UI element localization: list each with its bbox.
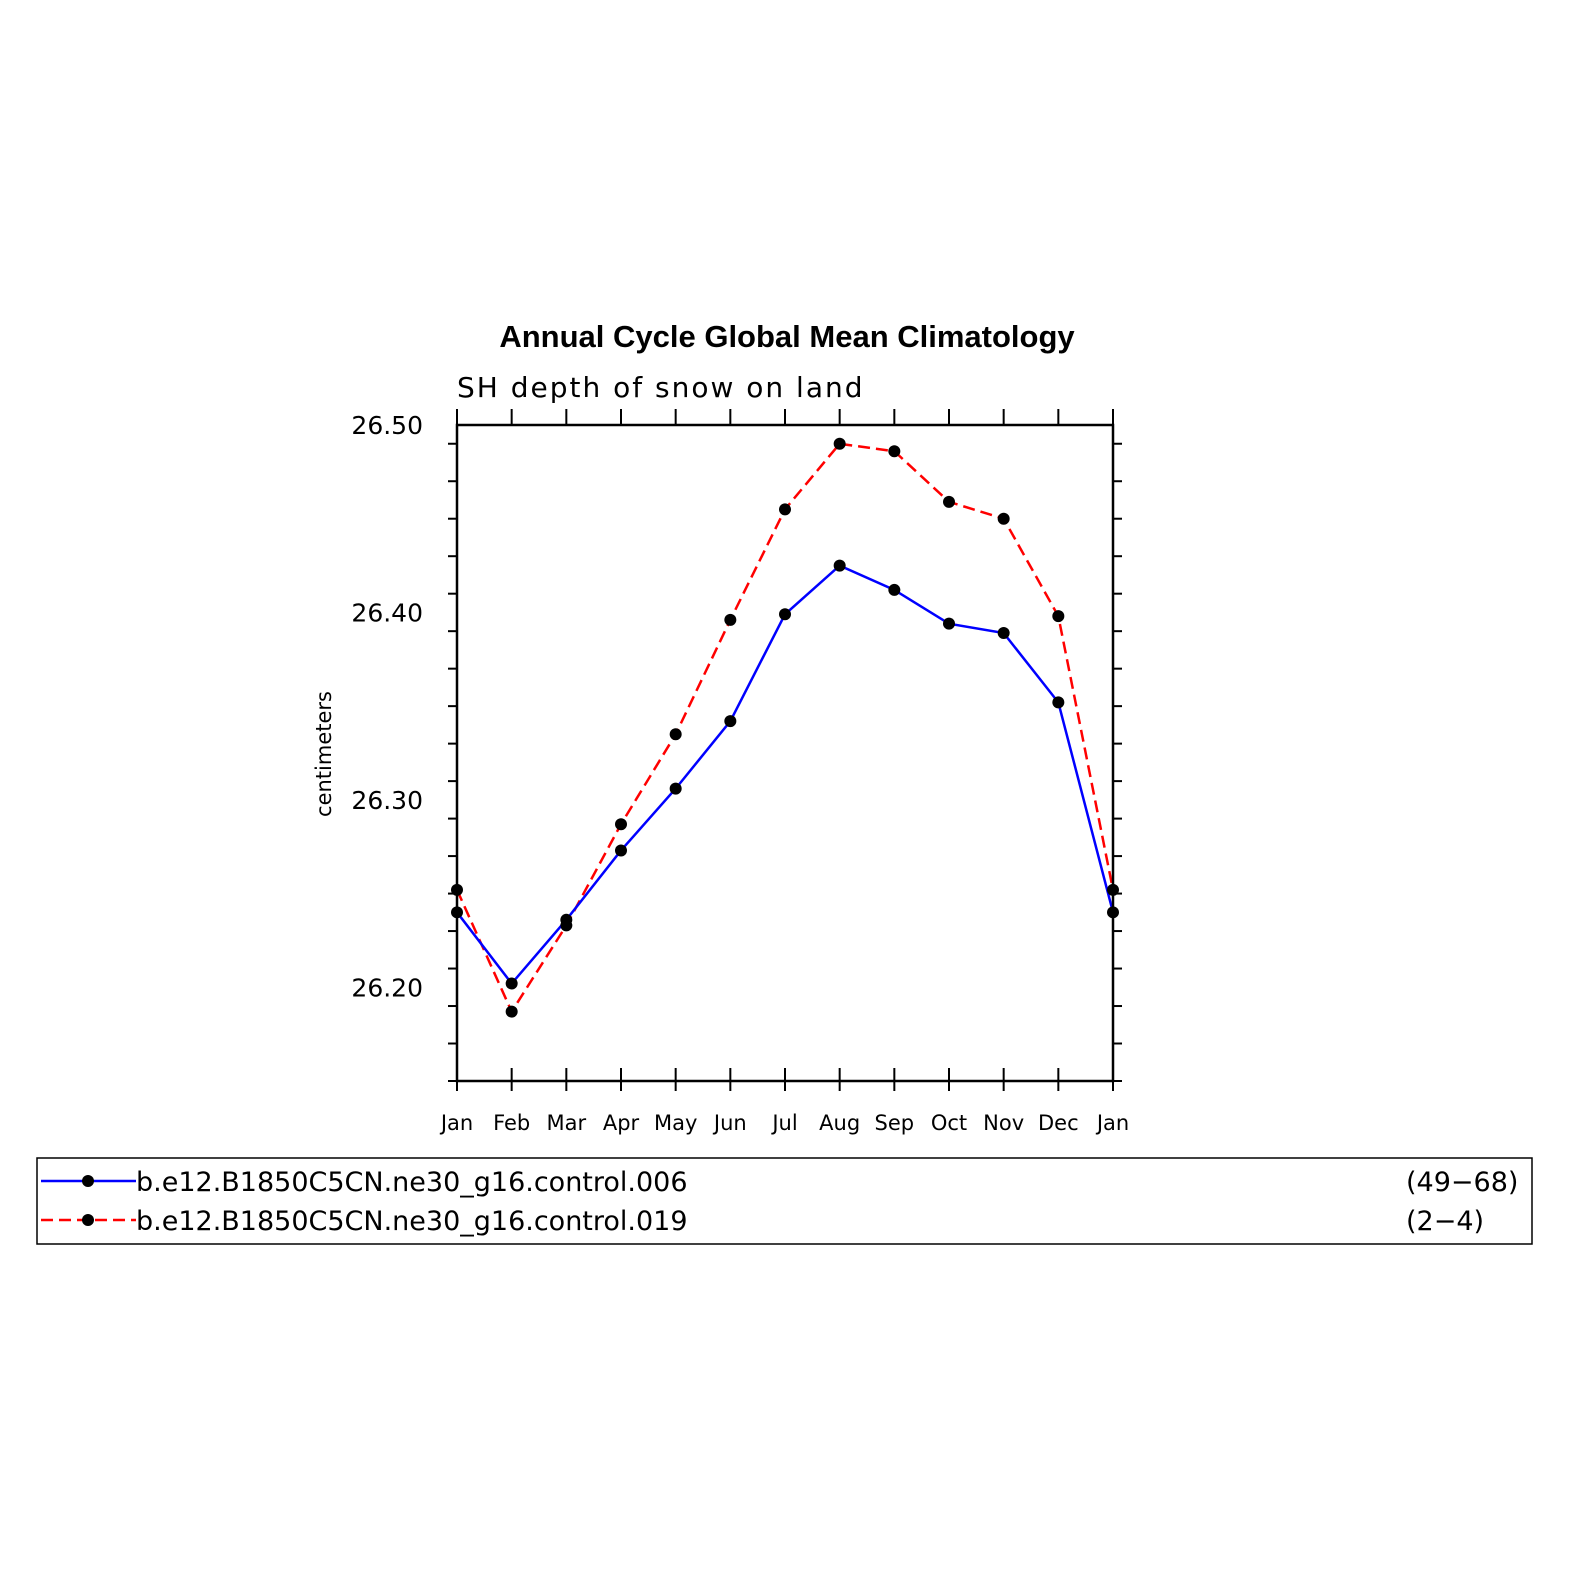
legend-marker [82,1214,94,1226]
data-point [833,437,846,450]
legend-series-name: b.e12.B1850C5CN.ne30_g16.control.006 [136,1167,688,1198]
y-tick-label: 26.50 [351,411,423,440]
x-tick-label: Jan [1095,1111,1129,1135]
x-tick-label: Jul [770,1111,797,1135]
x-tick-label: Apr [603,1111,640,1135]
data-point [779,608,791,621]
data-point [560,919,573,932]
data-point [943,495,955,508]
legend-years: (49−68) [1406,1167,1518,1198]
legend-marker [82,1175,94,1187]
data-point [1052,610,1065,623]
x-tick-label: Aug [819,1111,860,1135]
x-tick-label: Jun [712,1111,747,1135]
legend-years: (2−4) [1406,1206,1484,1237]
data-point [1052,696,1065,709]
data-point [615,818,627,831]
data-point [997,627,1010,640]
x-tick-label: Oct [931,1111,967,1135]
data-point [724,613,737,626]
data-point [888,445,901,458]
x-tick-label: May [654,1111,697,1135]
data-point [833,559,846,572]
legend-box [36,1157,1533,1245]
x-tick-labels: Jan Feb Mar Apr May Jun Jul Aug Sep Oct Nov Dec Jan [439,1111,1129,1135]
data-point [943,617,955,630]
x-tick-label: Nov [983,1111,1024,1135]
chart-title: Annual Cycle Global Mean Climatology [499,319,1075,354]
data-point [505,977,518,990]
legend: b.e12.B1850C5CN.ne30_g16.control.006 (49−… [36,1157,1533,1245]
series-line [455,442,1115,1015]
axis-ticks [448,409,1122,1091]
x-tick-label: Feb [493,1111,530,1135]
x-tick-label: Mar [547,1111,587,1135]
chart-subtitle: SH depth of snow on land [457,371,865,404]
plot-frame [455,423,1115,1083]
series-line [456,564,1115,986]
x-tick-label: Jan [439,1111,473,1135]
data-point [615,844,627,857]
legend-series-name: b.e12.B1850C5CN.ne30_g16.control.019 [136,1206,688,1237]
data-point [724,715,737,728]
series-group [451,437,1119,1018]
data-point [505,1005,518,1018]
y-tick-label: 26.20 [351,973,423,1002]
data-point [779,503,791,516]
data-point [888,583,901,596]
y-tick-labels: 26.20 26.30 26.40 26.50 [351,411,423,1002]
y-axis-label: centimeters [312,691,336,817]
legend-items: b.e12.B1850C5CN.ne30_g16.control.006 (49−… [41,1167,1518,1237]
x-tick-label: Dec [1038,1111,1079,1135]
data-point [669,728,682,741]
data-point [997,512,1010,525]
y-tick-label: 26.40 [351,598,423,627]
y-tick-label: 26.30 [351,786,423,815]
x-tick-label: Sep [875,1111,915,1135]
data-point [669,782,682,795]
